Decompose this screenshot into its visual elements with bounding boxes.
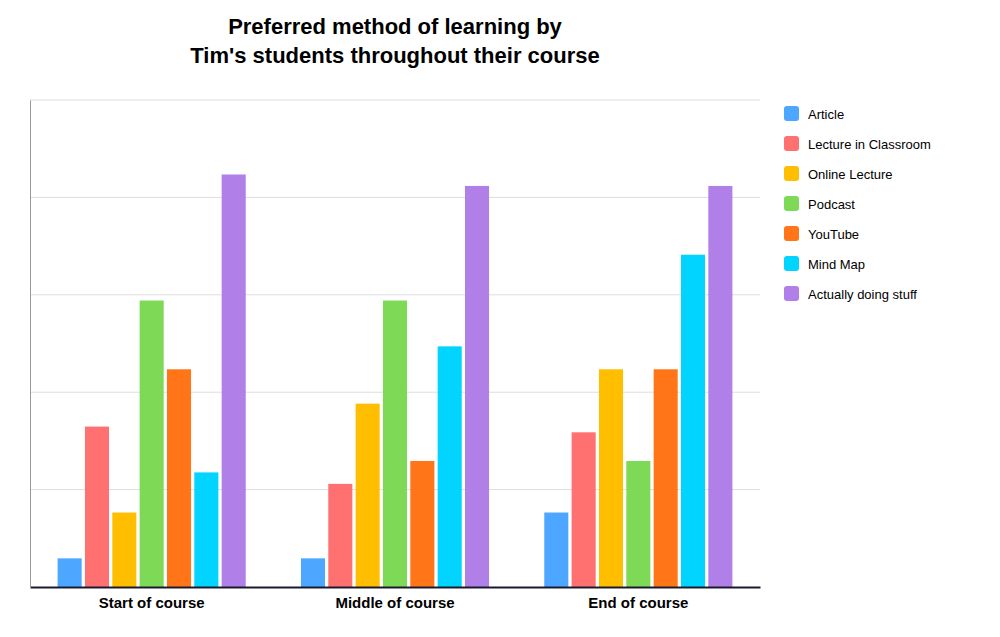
bar bbox=[544, 513, 568, 587]
bar bbox=[465, 186, 489, 587]
bar bbox=[681, 255, 705, 587]
bar bbox=[194, 472, 218, 587]
grid-line bbox=[30, 197, 760, 198]
legend-item: YouTube bbox=[784, 226, 859, 242]
bar bbox=[58, 558, 82, 587]
bar bbox=[85, 427, 109, 587]
x-axis: Start of course Middle of course End of co… bbox=[31, 587, 761, 611]
legend-item: Mind Map bbox=[784, 256, 865, 272]
legend-swatch bbox=[784, 106, 799, 121]
bar bbox=[654, 369, 678, 587]
legend-label: Mind Map bbox=[808, 257, 865, 272]
x-tick: End of course bbox=[588, 587, 688, 611]
bar-series bbox=[112, 369, 623, 587]
x-tick: Middle of course bbox=[335, 587, 454, 611]
legend-item: Podcast bbox=[784, 196, 855, 212]
bar-series bbox=[140, 301, 651, 587]
grid-line bbox=[30, 100, 760, 101]
bar bbox=[410, 461, 434, 587]
bar bbox=[328, 484, 352, 587]
x-tick-label: End of course bbox=[588, 594, 688, 611]
title: Preferred method of learning byTim's stu… bbox=[190, 14, 599, 68]
bar bbox=[599, 369, 623, 587]
legend-item: Lecture in Classroom bbox=[784, 136, 931, 152]
legend-swatch bbox=[784, 226, 799, 241]
chart: Preferred method of learning byTim's stu… bbox=[0, 0, 1000, 637]
legend-label: Podcast bbox=[808, 197, 855, 212]
legend-label: Online Lecture bbox=[808, 167, 893, 182]
legend-swatch bbox=[784, 166, 799, 181]
legend-label: Lecture in Classroom bbox=[808, 137, 931, 152]
legend: Article Lecture in Classroom Online Lectur… bbox=[784, 106, 931, 302]
bar bbox=[112, 513, 136, 587]
legend-item: Online Lecture bbox=[784, 166, 893, 182]
x-tick-label: Start of course bbox=[99, 594, 205, 611]
bar bbox=[301, 558, 325, 587]
grid-line bbox=[30, 294, 760, 295]
bar bbox=[708, 186, 732, 587]
legend-swatch bbox=[784, 286, 799, 301]
bar-series bbox=[222, 174, 733, 587]
bar-series bbox=[194, 255, 705, 587]
bar bbox=[356, 404, 380, 587]
legend-label: Article bbox=[808, 107, 844, 122]
bar bbox=[167, 369, 191, 587]
bar bbox=[383, 301, 407, 587]
x-tick: Start of course bbox=[99, 587, 205, 611]
bar bbox=[438, 346, 462, 587]
plot: Start of course Middle of course End of co… bbox=[30, 100, 761, 611]
legend-swatch bbox=[784, 136, 799, 151]
y-axis-line bbox=[30, 101, 31, 588]
bar bbox=[222, 174, 246, 587]
legend-swatch bbox=[784, 256, 799, 271]
legend-label: YouTube bbox=[808, 227, 859, 242]
legend-swatch bbox=[784, 196, 799, 211]
bar bbox=[572, 432, 596, 587]
bar bbox=[140, 301, 164, 587]
bar-series bbox=[58, 513, 569, 587]
y-axis bbox=[30, 101, 31, 588]
legend-item: Actually doing stuff bbox=[784, 286, 917, 302]
bar bbox=[626, 461, 650, 587]
x-tick-label: Middle of course bbox=[335, 594, 454, 611]
legend-item: Article bbox=[784, 106, 844, 122]
x-axis-line bbox=[31, 587, 761, 589]
legend-label: Actually doing stuff bbox=[808, 287, 917, 302]
bars bbox=[58, 174, 733, 587]
